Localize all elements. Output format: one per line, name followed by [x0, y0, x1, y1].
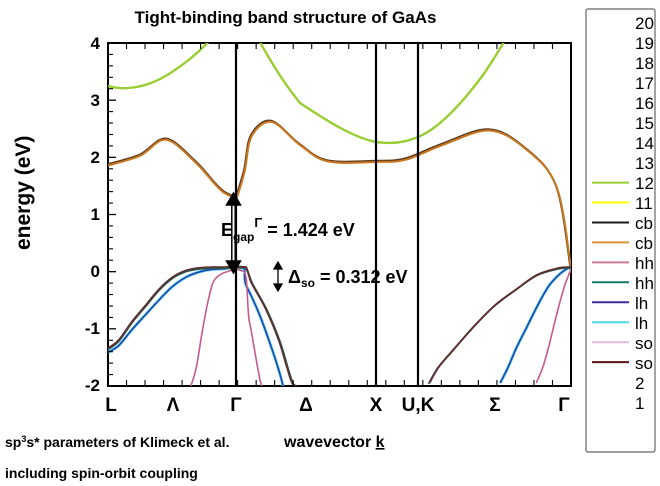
svg-text:19: 19 [635, 34, 654, 53]
svg-text:EgapΓ = 1.424 eV: EgapΓ = 1.424 eV [221, 215, 355, 244]
svg-text:L: L [105, 395, 117, 416]
svg-text:lh: lh [635, 294, 648, 313]
svg-text:cb: cb [635, 214, 653, 233]
svg-text:12: 12 [635, 174, 654, 193]
svg-text:4: 4 [91, 34, 101, 53]
svg-text:sp3s* parameters of Klimeck et: sp3s* parameters of Klimeck et al. [5, 434, 229, 450]
svg-text:X: X [370, 395, 383, 416]
svg-text:-2: -2 [85, 376, 100, 395]
svg-text:U,K: U,K [402, 395, 435, 416]
svg-text:-1: -1 [85, 319, 100, 338]
svg-text:2: 2 [91, 148, 100, 167]
svg-text:cb: cb [635, 234, 653, 253]
svg-text:1: 1 [91, 205, 100, 224]
svg-text:Γ: Γ [558, 395, 570, 416]
svg-text:11: 11 [635, 194, 653, 213]
svg-text:13: 13 [635, 154, 654, 173]
svg-text:14: 14 [635, 134, 654, 153]
svg-text:Λ: Λ [167, 395, 180, 416]
svg-text:Δso = 0.312 eV: Δso = 0.312 eV [288, 267, 408, 290]
svg-text:Γ: Γ [230, 395, 242, 416]
svg-text:18: 18 [635, 54, 654, 73]
svg-text:energy (eV): energy (eV) [12, 136, 35, 250]
svg-text:17: 17 [635, 74, 654, 93]
svg-text:hh: hh [635, 274, 654, 293]
svg-text:1: 1 [635, 394, 644, 413]
svg-text:Δ: Δ [299, 395, 313, 416]
svg-text:including spin-orbit coupling: including spin-orbit coupling [5, 465, 198, 481]
svg-text:2: 2 [635, 374, 644, 393]
svg-text:wavevector k: wavevector k [283, 434, 385, 451]
svg-text:16: 16 [635, 94, 654, 113]
svg-text:15: 15 [635, 114, 654, 133]
svg-text:hh: hh [635, 254, 654, 273]
svg-text:0: 0 [91, 262, 100, 281]
svg-text:so: so [635, 334, 653, 353]
svg-text:Σ: Σ [489, 395, 500, 416]
svg-text:3: 3 [91, 91, 100, 110]
svg-text:20: 20 [635, 14, 654, 33]
svg-text:lh: lh [635, 314, 648, 333]
svg-text:so: so [635, 354, 653, 373]
